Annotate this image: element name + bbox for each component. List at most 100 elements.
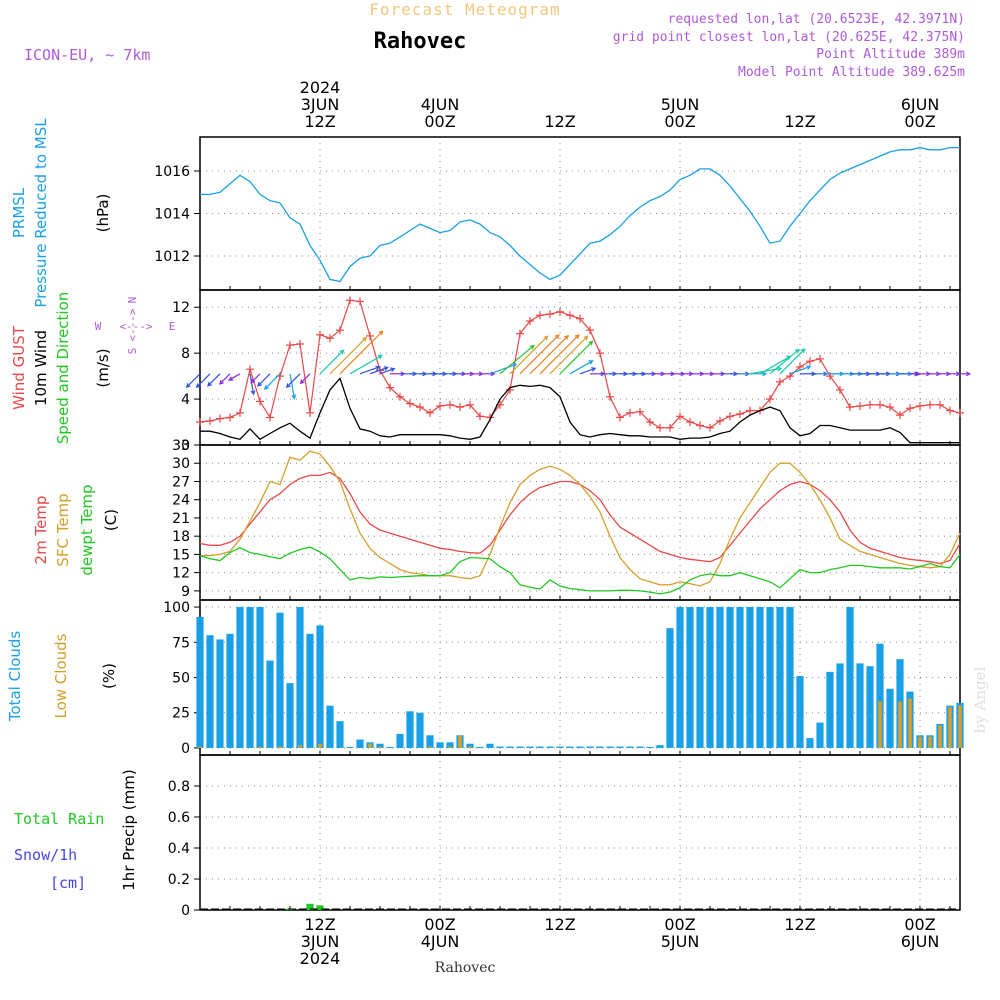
total-cloud-bar [236,607,244,748]
top-time-label: 12Z [544,112,575,131]
total-cloud-bar [696,607,704,748]
y-tick-label: 4 [181,392,190,408]
low-cloud-bar [448,746,452,748]
top-time-label: 12Z [784,112,815,131]
wind-barb [549,335,588,375]
wind-barb-head [263,385,269,390]
wind-line [200,377,960,444]
total-cloud-bar [546,746,554,748]
bottom-time-label: 12Z [784,915,815,934]
y-tick-label: 100 [163,600,190,616]
total-cloud-bar [506,746,514,748]
low-cloud-bar [368,743,372,748]
panel-wind: 0 4 8 12 [172,289,972,454]
y-tick-label: 21 [172,511,190,527]
wind-barb-head [207,381,212,387]
total-cloud-bar [876,643,884,748]
wind-barb [759,355,791,375]
low-cloud-bar [948,707,952,748]
total-cloud-bar [826,671,834,748]
low-cloud-bar [938,725,942,748]
low-cloud-bar [878,701,882,748]
pressure-unit: (hPa) [94,194,112,233]
wind-barb-head [390,367,396,373]
wind-barb [196,373,211,388]
total-cloud-bar [756,607,764,748]
wind-barb-head [362,336,368,342]
total-cloud-bar [816,722,824,748]
total-cloud-bar [196,616,204,748]
wind-barb-head [956,371,962,377]
wind-barb [228,373,241,381]
low-cloud-bar [318,743,322,748]
wind-barb-head [375,365,381,371]
total-cloud-bar [626,746,634,748]
total-cloud-bar [686,607,694,748]
pressure-label: PRMSL [10,187,28,238]
clouds-unit: (%) [100,663,118,689]
wind-barb [319,349,344,375]
bottom-time-label: 5JUN [661,932,700,951]
total-cloud-bar [416,712,424,748]
total-cloud-bar [276,612,284,748]
panel-precip: 0 0.2 0.4 0.6 0.8 [168,754,961,919]
total-cloud-bar [716,607,724,748]
total-cloud-bar [486,743,494,748]
wind-barb [529,335,569,375]
rain-bar [306,903,314,910]
sfc-temp-line [200,450,961,587]
y-tick-label: 1014 [154,207,190,223]
total-cloud-bar [336,721,344,748]
low-cloud-bar [458,735,462,748]
total-cloud-bar [476,746,484,748]
wind-barb [769,349,800,375]
top-time-label: 3JUN [301,95,340,114]
wind-barb [207,373,221,387]
low-cloud-bar [378,746,382,748]
dewpt-label: dewpt Temp [78,484,96,575]
wind-barb-head [936,371,942,377]
wind-barb-head [583,335,589,341]
total-cloud-bar [776,607,784,748]
wind-barb [489,363,517,375]
total-cloud-bar [866,666,874,748]
total-cloud-bar [766,607,774,748]
total-cloud-bar [446,742,454,748]
wind-barb-head [762,371,768,377]
footer-location: Rahovec [435,960,496,976]
compass-n: N [126,297,139,304]
y-tick-label: 25 [172,706,190,722]
compass-ns-arrow: <---> [126,308,139,341]
y-tick-label: 75 [172,635,190,651]
total-cloud-bar [306,633,314,748]
watermark: by Angel [971,666,989,733]
total-cloud-bar [576,746,584,748]
y-tick-label: 0 [181,741,190,757]
wind-barb [250,373,261,384]
total-cloud-bar [796,676,804,748]
bottom-time-label: 6JUN [901,932,940,951]
wind-barb-head [794,348,800,354]
low-cloud-bar [898,701,902,748]
sfc-temp-label: SFC Temp [54,493,72,566]
y-tick-label: 9 [181,584,190,600]
top-time-label: 12Z [304,112,335,131]
total-cloud-bar [786,607,794,748]
t2m-label: 2m Temp [32,496,50,565]
total-cloud-bar [656,745,664,748]
rain-label: Total Rain [14,810,104,828]
wind-barb-head [591,367,597,372]
wind-barb-head [529,344,535,350]
wind-barb-head [383,366,389,371]
top-time-label: 00Z [424,112,455,131]
wind-barb-head [250,378,256,384]
total-cloud-bar [886,688,894,748]
wind-barb-head [378,330,384,336]
model-altitude: Model Point Altitude 389.625m [738,65,965,80]
wind-unit: (m/s) [94,348,112,387]
compass-we-arrow: <---> [119,320,152,333]
y-tick-label: 0 [181,438,190,454]
low-cloud-bar [198,746,202,748]
gridpoint-coords: grid point closest lon,lat (20.625E, 42.… [613,30,965,45]
wind-barb [369,366,388,375]
